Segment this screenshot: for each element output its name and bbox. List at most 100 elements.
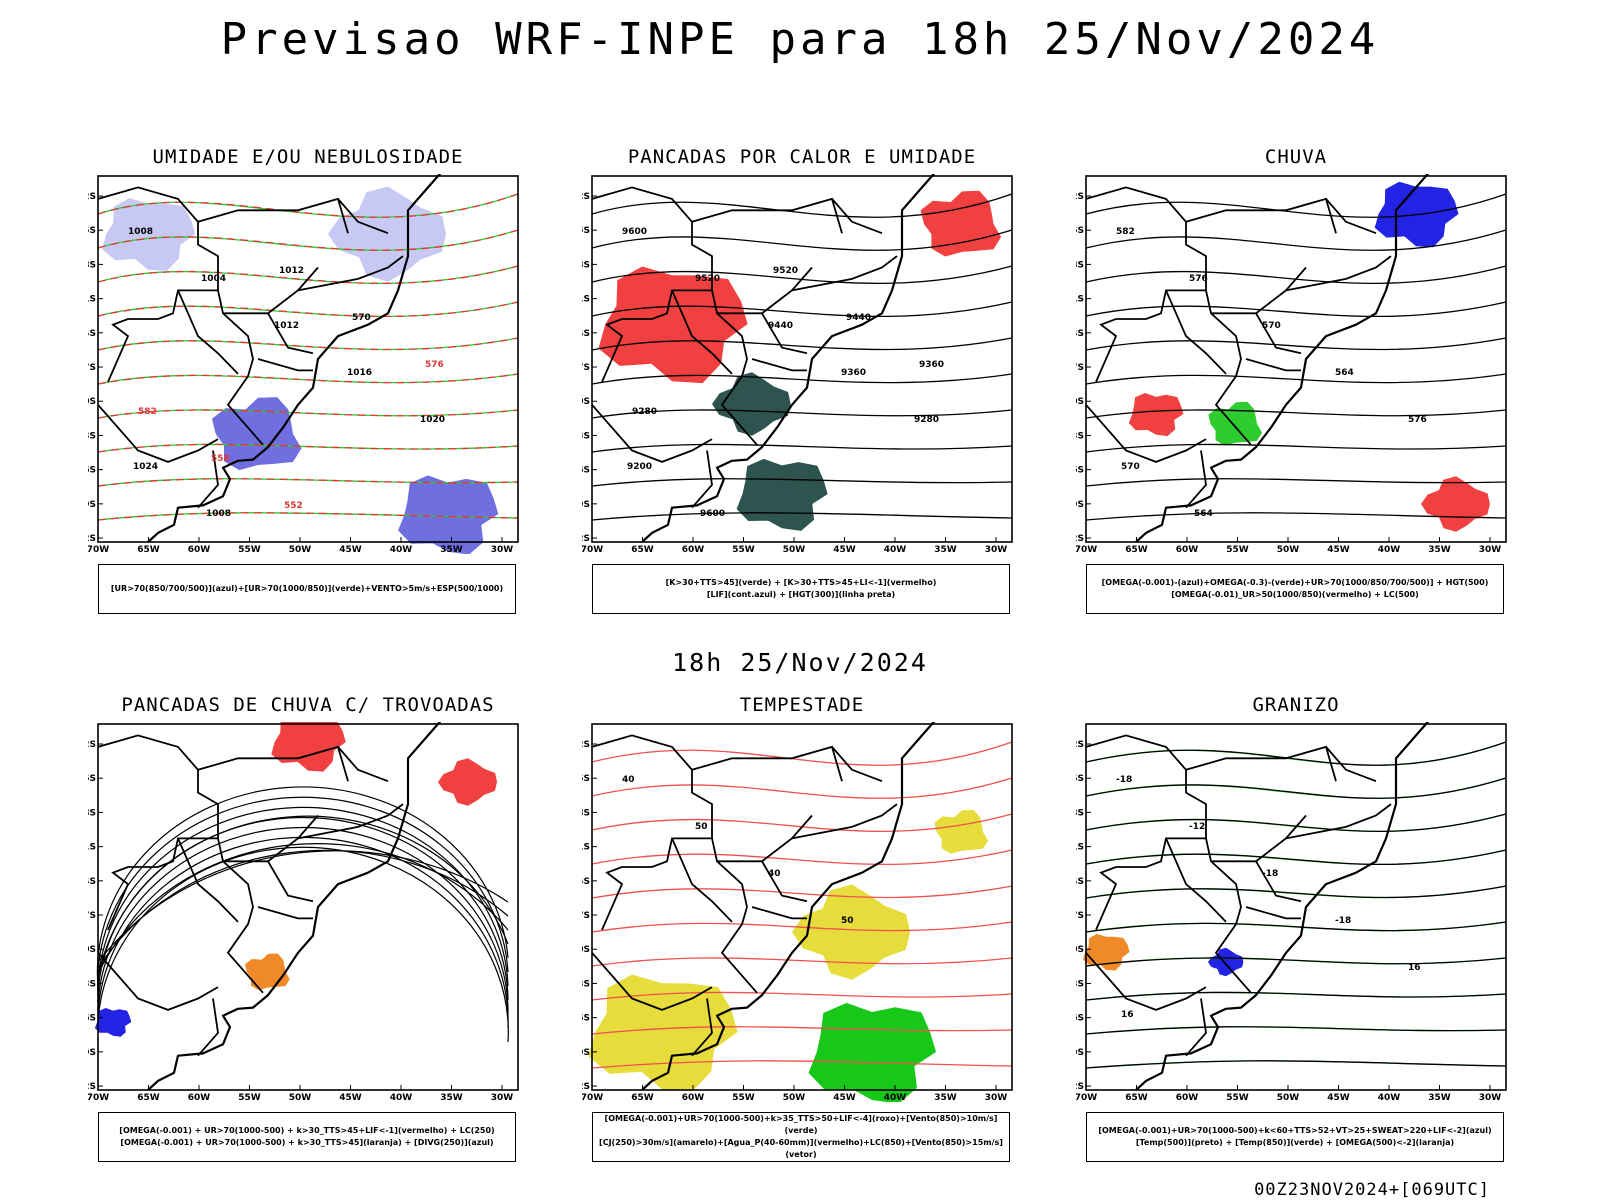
coastline bbox=[147, 722, 442, 1091]
lon-label: 60W bbox=[682, 1093, 705, 1102]
lon-label: 40W bbox=[884, 545, 907, 554]
lat-label: 42S bbox=[582, 1082, 590, 1092]
hail-area bbox=[1208, 947, 1244, 977]
lon-label: 55W bbox=[238, 545, 261, 554]
lat-label: 30S bbox=[88, 397, 96, 407]
lat-label: 36S bbox=[1076, 466, 1084, 476]
lat-label: 39S bbox=[582, 1048, 590, 1058]
contour-line bbox=[1085, 373, 1507, 385]
lat-label: 33S bbox=[582, 979, 590, 989]
contour-label: 9360 bbox=[919, 360, 944, 370]
lon-label: 60W bbox=[188, 1093, 211, 1102]
contour-label: 9280 bbox=[632, 407, 657, 417]
legend-line: [OMEGA(-0.001) + UR>70(1000-500) + k>30_… bbox=[119, 1126, 495, 1135]
lon-label: 65W bbox=[1125, 545, 1148, 554]
lon-label: 70W bbox=[582, 1093, 603, 1102]
lon-label: 50W bbox=[783, 545, 806, 554]
map-frame bbox=[591, 723, 1013, 1091]
state-border bbox=[97, 404, 219, 463]
state-border bbox=[691, 745, 843, 782]
legend-line: [OMEGA(-0.001)+UR>70(1000-500)+k>35_TTS>… bbox=[604, 1114, 998, 1135]
lon-label: 40W bbox=[390, 545, 413, 554]
lon-label: 40W bbox=[1378, 1093, 1401, 1102]
state-border bbox=[691, 450, 713, 509]
lon-label: 45W bbox=[1327, 545, 1350, 554]
contour-line bbox=[1085, 777, 1507, 799]
lon-label: 50W bbox=[783, 1093, 806, 1102]
state-border bbox=[1245, 358, 1301, 372]
state-border bbox=[761, 860, 808, 903]
panel-title: UMIDADE E/OU NEBULOSIDADE bbox=[152, 146, 464, 168]
state-border bbox=[717, 814, 813, 863]
contour-line bbox=[591, 1060, 1013, 1069]
contour-label: 50 bbox=[841, 916, 854, 926]
contour-line bbox=[1085, 443, 1507, 453]
lat-label: 36S bbox=[1076, 1014, 1084, 1024]
contour-line bbox=[1085, 301, 1507, 318]
lat-label: 27S bbox=[88, 911, 96, 921]
state-border bbox=[751, 358, 807, 372]
lon-label: 55W bbox=[1226, 1093, 1249, 1102]
streamline bbox=[97, 846, 509, 1043]
lon-label: 65W bbox=[137, 1093, 160, 1102]
contour-label: 570 bbox=[1262, 321, 1281, 331]
contour-label: 582 bbox=[138, 407, 157, 417]
state-border bbox=[337, 746, 389, 783]
state-border bbox=[107, 289, 218, 383]
lon-label: 70W bbox=[582, 545, 603, 554]
contour-line bbox=[1085, 849, 1507, 866]
contour-label: -18 bbox=[1262, 869, 1278, 879]
lon-label: 45W bbox=[833, 1093, 856, 1102]
contour-line bbox=[97, 337, 519, 351]
contour-label: 1004 bbox=[201, 274, 226, 284]
lat-label: 18S bbox=[88, 808, 96, 818]
contour-line bbox=[1085, 337, 1507, 351]
contour-label: 9520 bbox=[695, 274, 720, 284]
state-border bbox=[791, 803, 898, 840]
panel-title: PANCADAS DE CHUVA C/ TROVOADAS bbox=[121, 694, 495, 716]
rain-area bbox=[1208, 401, 1263, 446]
contour-label: 16 bbox=[1121, 1010, 1134, 1020]
panel-legend: [OMEGA(-0.001)-(azul)+OMEGA(-0.3)-(verde… bbox=[1086, 564, 1504, 614]
state-border bbox=[1165, 290, 1227, 375]
contour-line bbox=[97, 443, 519, 453]
lon-label: 30W bbox=[1479, 545, 1502, 554]
state-border bbox=[691, 197, 843, 234]
map-plot: 12S 15S 18S 21S 24S 27S 30S 33S 36S 39S 42S70W 65W 6… bbox=[582, 722, 1013, 1102]
lat-label: 15S bbox=[88, 226, 96, 236]
contour-label: 570 bbox=[1121, 462, 1140, 472]
map-base: 12S 15S 18S 21S 24S 27S 30S 33S 36S 39S 42S70W 65W 6… bbox=[1076, 722, 1507, 1102]
contour-label: 576 bbox=[1408, 415, 1427, 425]
panel-legend: [OMEGA(-0.001)+UR>70(1000-500)+k>35_TTS>… bbox=[592, 1112, 1010, 1162]
lon-label: 30W bbox=[491, 1093, 514, 1102]
lat-label: 24S bbox=[88, 329, 96, 339]
map-frame bbox=[1085, 723, 1507, 1091]
state-border bbox=[257, 906, 313, 920]
contour-line bbox=[1085, 957, 1507, 967]
lat-label: 12S bbox=[582, 192, 590, 202]
state-border bbox=[831, 198, 883, 235]
contour-line bbox=[591, 193, 1013, 218]
field-layer bbox=[1085, 181, 1507, 532]
contour-label: 1008 bbox=[206, 509, 231, 519]
field-layer bbox=[588, 741, 1013, 1102]
contour-label: 558 bbox=[211, 454, 230, 464]
contour-label: 582 bbox=[1116, 227, 1135, 237]
panel-trovoadas: PANCADAS DE CHUVA C/ TROVOADAS 12S 15S 18S… bbox=[88, 694, 528, 1184]
contour-line bbox=[591, 885, 1013, 899]
lon-label: 55W bbox=[732, 545, 755, 554]
panel-legend: [K>30+TTS>45](verde) + [K>30+TTS>45+LI<-… bbox=[592, 564, 1010, 614]
run-footer-label: 00Z23NOV2024+[069UTC] bbox=[1254, 1180, 1490, 1200]
legend-line: [OMEGA(-0.001)+UR>70(1000-500)+k<60+TTS>… bbox=[1098, 1126, 1492, 1135]
contour-label: 570 bbox=[352, 313, 371, 323]
contour-line bbox=[591, 373, 1013, 385]
contour-label: 50 bbox=[695, 822, 708, 832]
lon-label: 65W bbox=[631, 1093, 654, 1102]
field-layer bbox=[97, 186, 519, 554]
map-plot: 12S 15S 18S 21S 24S 27S 30S 33S 36S 39S 42S70W 65W 6… bbox=[88, 174, 519, 554]
state-border bbox=[1085, 952, 1207, 1011]
contour-label: 9440 bbox=[768, 321, 793, 331]
lat-label: 39S bbox=[88, 1048, 96, 1058]
contour-line bbox=[1085, 1026, 1507, 1035]
contour-label: -18 bbox=[1335, 916, 1351, 926]
